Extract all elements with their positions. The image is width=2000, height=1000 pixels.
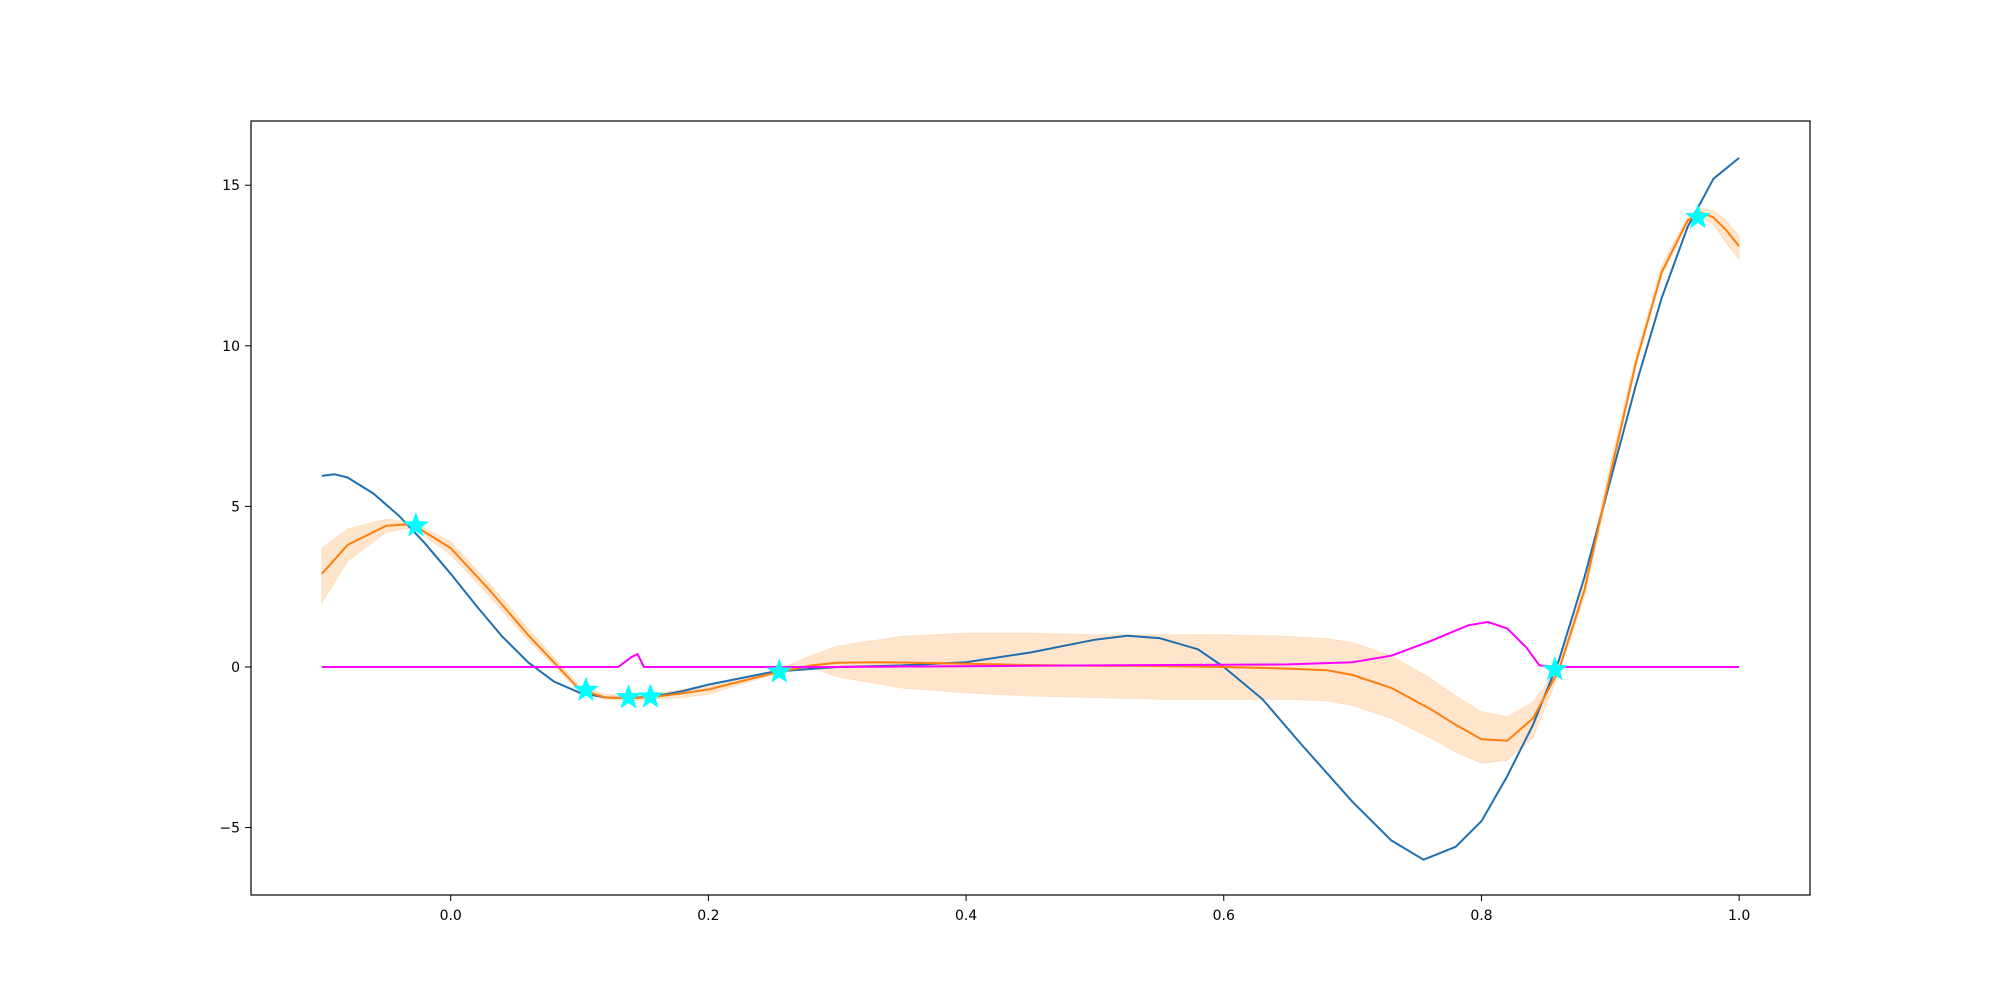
y-tick-label-3: 10 <box>222 339 240 355</box>
axes-frame <box>250 120 1811 896</box>
x-tick-label-2: 0.4 <box>955 908 977 924</box>
acquisition-line <box>321 621 1740 668</box>
x-tick-label-4: 0.8 <box>1470 908 1492 924</box>
y-tick-label-0: −5 <box>219 821 240 837</box>
y-tick-label-2: 5 <box>231 499 240 515</box>
observation-point-3 <box>637 683 664 708</box>
observation-point-5 <box>1542 656 1568 681</box>
x-tick-label-1: 0.2 <box>697 908 719 924</box>
x-tick-label-0: 0.0 <box>440 908 462 924</box>
y-tick-label-1: 0 <box>231 660 240 676</box>
observation-point-0 <box>403 512 429 537</box>
x-tick-label-3: 0.6 <box>1213 908 1235 924</box>
observation-point-4 <box>766 658 793 683</box>
axes: 0.0 0.2 0.4 0.6 0.8 1.0 −5 0 5 10 15 <box>219 120 1811 924</box>
observation-point-1 <box>573 676 599 701</box>
observation-point-2 <box>615 684 642 709</box>
y-tick-label-4: 15 <box>222 178 240 194</box>
plot-area <box>321 157 1740 861</box>
x-tick-label-5: 1.0 <box>1728 908 1750 924</box>
observation-point-6 <box>1685 203 1711 229</box>
